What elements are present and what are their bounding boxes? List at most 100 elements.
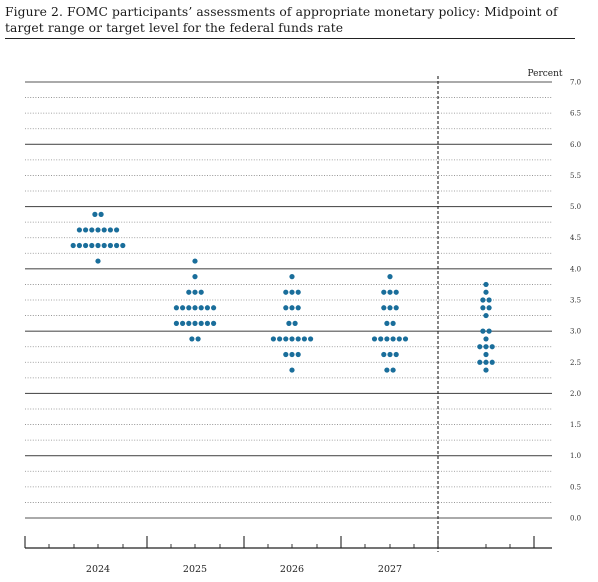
participant-dot xyxy=(283,305,289,311)
participant-dot xyxy=(387,274,393,280)
participant-dot xyxy=(483,281,489,288)
participant-dot xyxy=(477,344,483,350)
participant-dot xyxy=(387,289,393,295)
y-tick-label: 0.0 xyxy=(570,515,581,523)
participant-dot xyxy=(308,336,314,342)
x-tick-label: 2026 xyxy=(280,564,304,575)
y-tick-label: 7.0 xyxy=(570,79,581,87)
participant-dot xyxy=(114,242,120,249)
participant-dot xyxy=(393,351,399,358)
participant-dot xyxy=(483,367,489,373)
participant-dot xyxy=(295,351,301,358)
participant-dot xyxy=(76,242,82,249)
participant-dot xyxy=(301,336,307,342)
participant-dot xyxy=(173,320,179,326)
y-tick-label: 5.5 xyxy=(570,172,581,180)
participant-dot xyxy=(211,305,217,311)
participant-dot xyxy=(180,305,186,311)
participant-dot xyxy=(381,289,387,295)
figure-title: Figure 2. FOMC participants’ assessments… xyxy=(5,5,558,35)
participant-dot xyxy=(381,351,387,358)
participant-dot xyxy=(283,351,289,358)
y-tick-label: 2.0 xyxy=(570,390,581,398)
participant-dot xyxy=(486,305,492,311)
participant-dot xyxy=(98,211,104,217)
participant-dot xyxy=(477,359,483,365)
participant-dot xyxy=(289,274,295,280)
participant-dot xyxy=(390,367,396,373)
participant-dot xyxy=(192,258,198,264)
participant-dots xyxy=(70,211,495,373)
participant-dot xyxy=(480,305,486,311)
x-tick-label: 2025 xyxy=(183,564,207,575)
x-tick-label: 2024 xyxy=(86,564,110,575)
participant-dot xyxy=(192,274,198,280)
participant-dot xyxy=(89,242,95,249)
participant-dot xyxy=(192,320,198,326)
participant-dot xyxy=(198,320,204,326)
y-tick-label: 6.5 xyxy=(570,110,581,118)
participant-dot xyxy=(83,242,89,249)
participant-dot xyxy=(76,227,82,233)
participant-dot xyxy=(186,289,192,295)
participant-dot xyxy=(483,289,489,295)
participant-dot xyxy=(402,336,409,342)
y-tick-label: 1.5 xyxy=(570,421,581,429)
participant-dot xyxy=(384,336,390,342)
participant-dot xyxy=(283,289,289,295)
participant-dot xyxy=(198,289,204,295)
participant-dot xyxy=(95,242,101,249)
participant-dot xyxy=(95,227,101,233)
participant-dot xyxy=(83,227,89,233)
participant-dot xyxy=(483,336,489,342)
participant-dot xyxy=(390,320,396,326)
participant-dot xyxy=(393,305,399,311)
y-tick-label: 6.0 xyxy=(570,141,581,149)
participant-dot xyxy=(114,227,120,233)
participant-dot xyxy=(204,320,210,326)
y-axis-unit-label: Percent xyxy=(527,69,562,79)
gridlines xyxy=(25,81,552,519)
y-tick-label: 3.0 xyxy=(570,328,581,336)
participant-dot xyxy=(186,320,192,326)
participant-dot xyxy=(483,351,489,358)
y-tick-label: 5.0 xyxy=(570,203,581,211)
participant-dot xyxy=(393,289,399,295)
participant-dot xyxy=(270,336,276,342)
participant-dot xyxy=(371,336,378,342)
participant-dot xyxy=(489,344,495,350)
participant-dot xyxy=(289,305,295,311)
participant-dot xyxy=(289,336,295,342)
participant-dot xyxy=(192,305,198,311)
participant-dot xyxy=(381,305,387,311)
y-tick-label: 1.0 xyxy=(570,452,581,460)
participant-dot xyxy=(295,305,301,311)
participant-dot xyxy=(289,351,295,358)
participant-dot xyxy=(483,359,489,365)
participant-dot xyxy=(489,359,495,365)
participant-dot xyxy=(195,336,201,342)
participant-dot xyxy=(95,258,101,264)
participant-dot xyxy=(295,289,301,295)
participant-dot xyxy=(486,297,492,303)
y-tick-label: 2.5 xyxy=(570,359,581,367)
participant-dot xyxy=(211,320,217,326)
y-tick-label: 0.5 xyxy=(570,483,581,491)
y-tick-label: 4.5 xyxy=(570,234,581,242)
participant-dot xyxy=(292,320,298,326)
participant-dot xyxy=(384,320,390,326)
y-tick-label: 4.0 xyxy=(570,265,581,273)
participant-dot xyxy=(286,320,292,326)
participant-dot xyxy=(107,227,113,233)
participant-dot xyxy=(283,336,289,342)
participant-dot xyxy=(483,344,489,350)
participant-dot xyxy=(295,336,301,342)
participant-dot xyxy=(390,336,396,342)
participant-dot xyxy=(480,297,486,303)
x-tick-label: 2027 xyxy=(378,564,402,575)
participant-dot xyxy=(384,367,390,373)
participant-dot xyxy=(89,227,95,233)
participant-dot xyxy=(92,211,98,217)
participant-dot xyxy=(173,305,179,311)
participant-dot xyxy=(180,320,186,326)
